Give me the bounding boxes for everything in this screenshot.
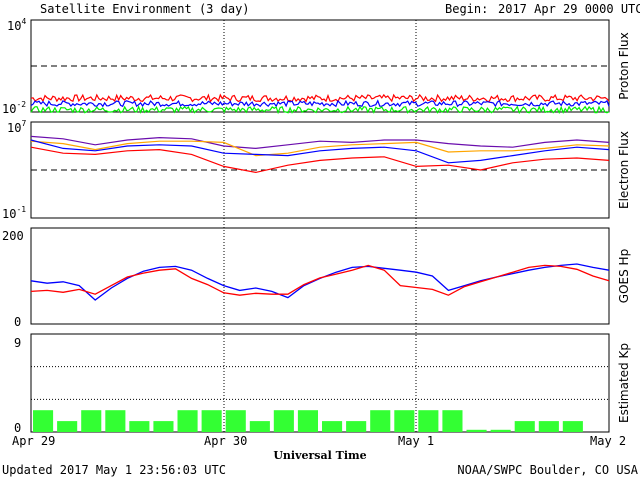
- kp-bar: [538, 421, 559, 432]
- kp-bar: [273, 410, 294, 432]
- begin-value: 2017 Apr 29 0000 UTC: [498, 2, 640, 16]
- electron-y-tick-bottom-exp: -1: [16, 205, 26, 214]
- x-tick-may2: May 2: [590, 434, 626, 448]
- kp-bar: [129, 421, 150, 432]
- kp-ylabel: Estimated Kp: [617, 343, 631, 423]
- proton-y-tick-top-exp: 4: [21, 17, 26, 26]
- kp-bar: [225, 410, 246, 432]
- chart-marks: [30, 65, 610, 432]
- kp-bar: [105, 410, 126, 432]
- kp-bar: [57, 421, 78, 432]
- proton-series-0: [30, 93, 610, 103]
- hp-y-tick-bottom: 0: [14, 315, 21, 329]
- proton-ylabel: Proton Flux: [617, 32, 631, 99]
- svg-text:104: 104: [7, 17, 26, 33]
- electron-series-1: [30, 140, 610, 157]
- kp-bar: [466, 429, 487, 432]
- proton-series-1: [30, 99, 610, 108]
- svg-text:10-1: 10-1: [2, 205, 26, 221]
- kp-bar: [490, 429, 511, 432]
- x-tick-may1: May 1: [398, 434, 434, 448]
- kp-bar: [370, 410, 391, 432]
- svg-text:10-2: 10-2: [2, 100, 26, 116]
- hp-panel-frame: [30, 227, 610, 325]
- hp-y-tick-top: 200: [2, 229, 24, 243]
- electron-y-tick-top-exp: 7: [21, 119, 26, 128]
- x-tick-apr30: Apr 30: [204, 434, 247, 448]
- proton-y-tick-top-base: 10: [7, 19, 21, 33]
- electron-series-3: [30, 146, 610, 174]
- kp-bar: [81, 410, 102, 432]
- day-dividers: [223, 20, 417, 432]
- proton-series-2: [30, 105, 610, 115]
- kp-bar: [153, 421, 174, 432]
- electron-y-tick-bottom-base: 10: [2, 207, 16, 221]
- kp-bar: [177, 410, 198, 432]
- kp-panel-frame: [30, 333, 610, 433]
- kp-bar: [346, 421, 367, 432]
- hp-ylabel: GOES Hp: [617, 249, 631, 303]
- kp-bar: [562, 421, 583, 432]
- kp-bar: [514, 421, 535, 432]
- electron-series-2: [30, 139, 610, 164]
- hp-series-1: [30, 264, 610, 296]
- begin-label: Begin:: [445, 2, 488, 16]
- proton-y-tick-bottom-exp: -2: [16, 100, 26, 109]
- kp-bar: [201, 410, 222, 432]
- electron-ylabel: Electron Flux: [617, 131, 631, 209]
- credit-text: NOAA/SWPC Boulder, CO USA: [457, 463, 638, 477]
- kp-bar: [394, 410, 415, 432]
- electron-series-0: [30, 135, 610, 150]
- plot-title: Satellite Environment (3 day): [40, 2, 250, 16]
- kp-bar: [418, 410, 439, 432]
- kp-bar: [322, 421, 343, 432]
- proton-y-tick-bottom: 10-2: [2, 100, 26, 116]
- proton-y-tick-top: 104: [7, 17, 26, 33]
- kp-bar: [33, 410, 54, 432]
- x-tick-apr29: Apr 29: [12, 434, 55, 448]
- electron-y-tick-top: 107: [7, 119, 26, 135]
- kp-y-tick-bottom: 0: [14, 421, 21, 435]
- electron-y-tick-bottom: 10-1: [2, 205, 26, 221]
- x-axis-label: Universal Time: [273, 449, 366, 462]
- svg-text:107: 107: [7, 119, 26, 135]
- kp-y-tick-top: 9: [14, 336, 21, 350]
- proton-y-tick-bottom-base: 10: [2, 102, 16, 116]
- electron-y-tick-top-base: 10: [7, 121, 21, 135]
- kp-bar: [297, 410, 318, 432]
- updated-timestamp: Updated 2017 May 1 23:56:03 UTC: [2, 463, 226, 477]
- kp-bar: [249, 421, 270, 432]
- kp-bar: [442, 410, 463, 432]
